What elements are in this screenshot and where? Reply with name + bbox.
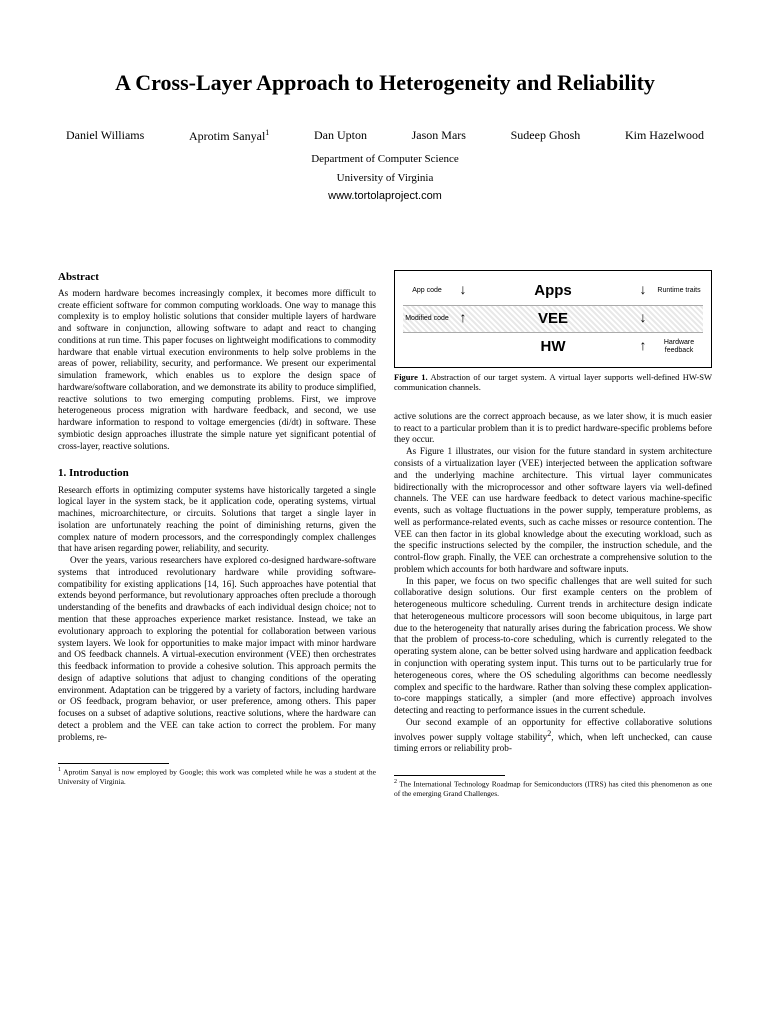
- fig-label-vee: VEE: [475, 309, 631, 328]
- author-1: Aprotim Sanyal1: [189, 128, 269, 144]
- fig-label-app-code: App code: [403, 287, 451, 294]
- author-3: Jason Mars: [412, 128, 466, 144]
- figure-1-caption: Figure 1. Abstraction of our target syst…: [394, 372, 712, 393]
- down-arrow-icon: ↓: [635, 312, 651, 326]
- up-arrow-icon: ↑: [635, 340, 651, 354]
- abstract-heading: Abstract: [58, 270, 376, 284]
- fig-label-modified-code: Modified code: [403, 315, 451, 322]
- left-column: Abstract As modern hardware becomes incr…: [58, 270, 376, 799]
- down-arrow-icon: ↓: [455, 284, 471, 298]
- figure-1-diagram: App code ↓ Apps ↓ Runtime traits Modifie…: [394, 270, 712, 368]
- intro-paragraph-1: Research efforts in optimizing computer …: [58, 485, 376, 556]
- fig-label-hw: HW: [475, 337, 631, 356]
- abstract-text: As modern hardware becomes increasingly …: [58, 288, 376, 453]
- right-paragraph-2: As Figure 1 illustrates, our vision for …: [394, 446, 712, 575]
- intro-paragraph-2: Over the years, various researchers have…: [58, 555, 376, 743]
- down-arrow-icon: ↓: [635, 284, 651, 298]
- footnote-rule-left: [58, 763, 169, 764]
- paper-title: A Cross-Layer Approach to Heterogeneity …: [58, 70, 712, 96]
- footnote-rule-right: [394, 775, 505, 776]
- author-5: Kim Hazelwood: [625, 128, 704, 144]
- author-4: Sudeep Ghosh: [511, 128, 581, 144]
- authors-row: Daniel Williams Aprotim Sanyal1 Dan Upto…: [58, 128, 712, 144]
- footnote-left: 1 Aprotim Sanyal is now employed by Goog…: [58, 767, 376, 786]
- affiliation-univ: University of Virginia: [58, 171, 712, 186]
- author-0: Daniel Williams: [66, 128, 144, 144]
- right-column: App code ↓ Apps ↓ Runtime traits Modifie…: [394, 270, 712, 799]
- two-column-body: Abstract As modern hardware becomes incr…: [58, 270, 712, 799]
- right-paragraph-1: active solutions are the correct approac…: [394, 411, 712, 446]
- right-paragraph-4: Our second example of an opportunity for…: [394, 717, 712, 755]
- fig-label-apps: Apps: [475, 281, 631, 300]
- affiliation-dept: Department of Computer Science: [58, 152, 712, 167]
- footnote-right: 2 The International Technology Roadmap f…: [394, 779, 712, 798]
- up-arrow-icon: ↑: [455, 312, 471, 326]
- author-2: Dan Upton: [314, 128, 367, 144]
- project-url: www.tortolaproject.com: [58, 190, 712, 202]
- introduction-heading: 1. Introduction: [58, 466, 376, 480]
- fig-label-hw-feedback: Hardware feedback: [655, 339, 703, 354]
- right-paragraph-3: In this paper, we focus on two specific …: [394, 576, 712, 717]
- fig-label-runtime: Runtime traits: [655, 287, 703, 294]
